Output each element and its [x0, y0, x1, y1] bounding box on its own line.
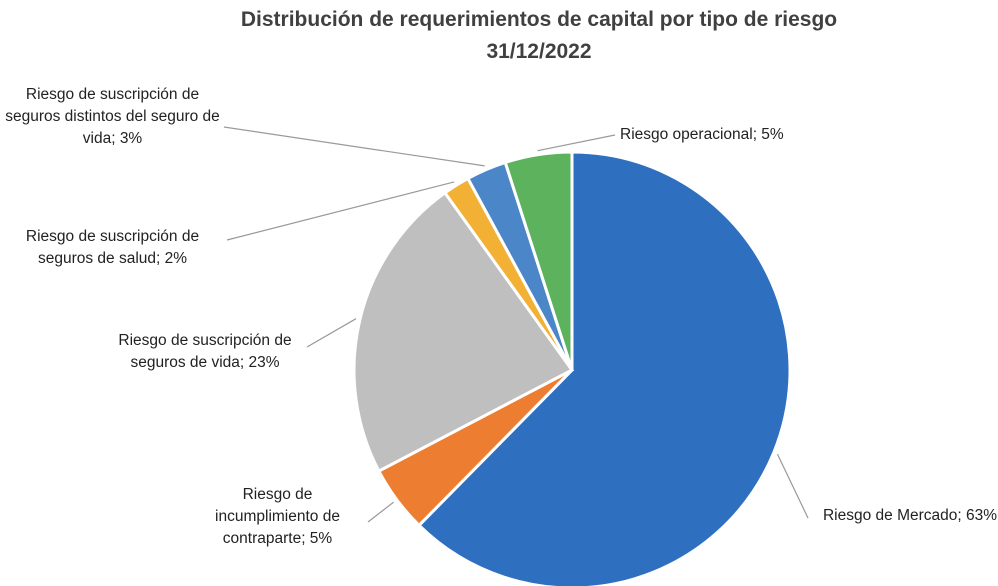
leader-line	[367, 501, 394, 523]
leader-line	[776, 453, 809, 519]
data-label: Riesgo de suscripción de seguros distint…	[5, 86, 220, 147]
data-label: Riesgo de suscripción de seguros de salu…	[25, 228, 200, 267]
leader-line	[226, 181, 455, 241]
data-label: Riesgo de suscripción de seguros de vida…	[118, 332, 292, 371]
chart-subtitle: 31/12/2022	[486, 40, 592, 63]
data-label: Riesgo de Mercado; 63%	[822, 507, 998, 524]
pie-slice	[416, 150, 792, 586]
leader-line	[306, 318, 357, 348]
leader-line	[537, 134, 616, 152]
data-label: Riesgo de incumplimiento de contraparte;…	[215, 486, 340, 547]
pie-slice	[503, 150, 574, 371]
chart-title: Distribución de requerimientos de capita…	[240, 8, 838, 31]
leader-line	[223, 126, 485, 167]
pie-slice	[352, 190, 575, 474]
data-label: Riesgo operacional; 5%	[620, 126, 784, 143]
